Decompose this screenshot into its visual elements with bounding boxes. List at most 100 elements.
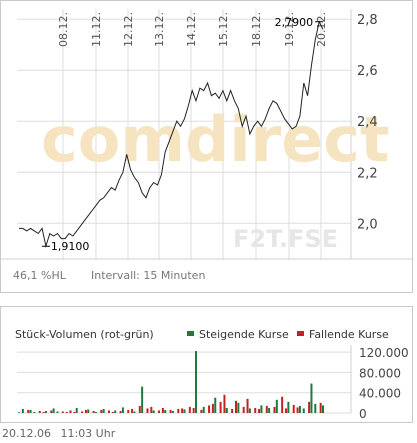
volume-bar-falling bbox=[42, 411, 45, 413]
volume-bar-falling bbox=[308, 401, 311, 413]
watermark-symbol: F2T.FSE bbox=[233, 225, 338, 253]
volume-bar-rising bbox=[44, 410, 47, 413]
price-grid bbox=[17, 9, 352, 259]
volume-y-tick-label: 120.000 bbox=[359, 346, 409, 360]
volume-bar-falling bbox=[234, 400, 237, 413]
volume-bar-falling bbox=[211, 403, 214, 413]
volume-bar-rising bbox=[302, 408, 305, 413]
x-tick-label: 20.12. bbox=[315, 12, 328, 47]
volume-bar-falling bbox=[138, 405, 141, 413]
volume-bar-falling bbox=[273, 406, 276, 413]
volume-bar-rising bbox=[29, 409, 32, 413]
volume-grid bbox=[17, 345, 352, 414]
volume-bar-rising bbox=[225, 407, 228, 413]
price-chart: comdirect F2T.FSE 08.12. 11.12. 12.12. 13.1… bbox=[1, 9, 412, 282]
timestamp-time: 11:03 Uhr bbox=[60, 427, 116, 440]
volume-bar-falling bbox=[192, 407, 195, 413]
volume-bar-falling bbox=[81, 411, 84, 413]
volume-bar-falling bbox=[127, 409, 130, 413]
volume-bar-falling bbox=[169, 409, 172, 413]
volume-bar-falling bbox=[200, 409, 203, 413]
volume-bar-falling bbox=[161, 407, 164, 413]
price-annotations: 1,9100 2,7900 bbox=[41, 16, 324, 253]
volume-bar-falling bbox=[61, 411, 64, 413]
y-tick-label: 2,6 bbox=[357, 64, 378, 79]
high-label: 2,7900 bbox=[275, 16, 314, 29]
volume-bar-falling bbox=[292, 404, 295, 413]
volume-bar-rising bbox=[18, 412, 20, 413]
volume-bar-falling bbox=[281, 396, 284, 413]
volume-y-tick-label: 40.000 bbox=[359, 387, 401, 401]
legend-falling-swatch bbox=[297, 331, 304, 336]
volume-y-tick-label: 80.000 bbox=[359, 366, 401, 380]
legend-rising-label: Steigende Kurse bbox=[199, 328, 289, 341]
volume-bar-rising bbox=[21, 408, 24, 413]
price-chart-panel: comdirect F2T.FSE 08.12. 11.12. 12.12. 13.1… bbox=[0, 0, 413, 293]
volume-bar-rising bbox=[248, 408, 251, 413]
volume-bar-falling bbox=[38, 410, 41, 413]
volume-bar-rising bbox=[75, 407, 78, 413]
volume-bar-rising bbox=[33, 411, 36, 413]
performance-label: 46,1 %HL bbox=[13, 269, 67, 282]
volume-bar-rising bbox=[237, 402, 240, 413]
volume-bar-rising bbox=[102, 408, 105, 413]
x-tick-label: 11.12. bbox=[90, 12, 103, 47]
volume-bar-rising bbox=[275, 399, 278, 413]
volume-bar-rising bbox=[310, 383, 313, 413]
volume-bar-rising bbox=[133, 411, 136, 413]
volume-bar-falling bbox=[319, 402, 322, 413]
volume-bar-falling bbox=[177, 408, 180, 413]
volume-bar-falling bbox=[69, 410, 72, 413]
volume-bar-falling bbox=[27, 409, 30, 413]
volume-bar-falling bbox=[181, 408, 184, 413]
volume-bar-falling bbox=[258, 408, 261, 413]
x-tick-label: 14.12. bbox=[185, 12, 198, 47]
volume-y-ticks: 0 40.000 80.000 120.000 bbox=[359, 346, 409, 421]
volume-bar-falling bbox=[100, 409, 103, 413]
volume-bar-falling bbox=[73, 411, 76, 413]
timestamp-date: 20.12.06 bbox=[2, 427, 51, 440]
volume-bar-falling bbox=[119, 410, 122, 413]
volume-bar-falling bbox=[146, 408, 149, 413]
y-tick-label: 2,2 bbox=[357, 166, 378, 181]
y-tick-label: 2,4 bbox=[357, 115, 378, 130]
volume-bar-falling bbox=[158, 410, 161, 413]
volume-title: Stück-Volumen (rot-grün) bbox=[15, 328, 154, 341]
watermark-brand: comdirect bbox=[41, 103, 390, 176]
volume-bar-falling bbox=[246, 398, 249, 413]
volume-bar-falling bbox=[219, 401, 222, 413]
volume-bar-falling bbox=[92, 410, 95, 413]
volume-bar-falling bbox=[242, 406, 245, 413]
volume-bar-rising bbox=[183, 409, 186, 413]
volume-bar-rising bbox=[87, 409, 90, 413]
x-tick-label: 18.12. bbox=[250, 12, 263, 47]
volume-bar-rising bbox=[52, 408, 55, 413]
legend-rising-swatch bbox=[187, 331, 194, 336]
volume-bar-rising bbox=[322, 405, 324, 413]
volume-bar-rising bbox=[171, 410, 174, 413]
volume-chart: Stück-Volumen (rot-grün) Steigende Kurse… bbox=[15, 328, 409, 421]
volume-bar-rising bbox=[164, 409, 167, 413]
volume-bar-falling bbox=[50, 410, 53, 413]
x-tick-label: 12.12. bbox=[122, 12, 135, 47]
volume-bar-rising bbox=[56, 411, 59, 413]
volume-bar-rising bbox=[268, 407, 271, 413]
volume-bars bbox=[18, 351, 324, 413]
interval-label: Intervall: 15 Minuten bbox=[91, 269, 205, 282]
price-line bbox=[19, 20, 324, 249]
volume-bar-falling bbox=[296, 407, 299, 413]
legend-falling-label: Fallende Kurse bbox=[309, 328, 389, 341]
x-tick-label: 13.12. bbox=[153, 12, 166, 47]
volume-bar-falling bbox=[223, 394, 226, 413]
volume-bar-rising bbox=[202, 406, 205, 413]
volume-chart-panel: Stück-Volumen (rot-grün) Steigende Kurse… bbox=[0, 306, 413, 423]
volume-bar-falling bbox=[254, 407, 257, 413]
y-tick-label: 2,8 bbox=[357, 13, 378, 28]
volume-bar-falling bbox=[231, 408, 234, 413]
volume-bar-rising bbox=[287, 401, 290, 413]
volume-bar-rising bbox=[260, 405, 263, 413]
volume-bar-rising bbox=[114, 410, 117, 413]
volume-bar-falling bbox=[188, 406, 191, 413]
volume-bar-rising bbox=[94, 411, 97, 413]
timestamp: 20.12.06 11:03 Uhr bbox=[2, 427, 115, 440]
